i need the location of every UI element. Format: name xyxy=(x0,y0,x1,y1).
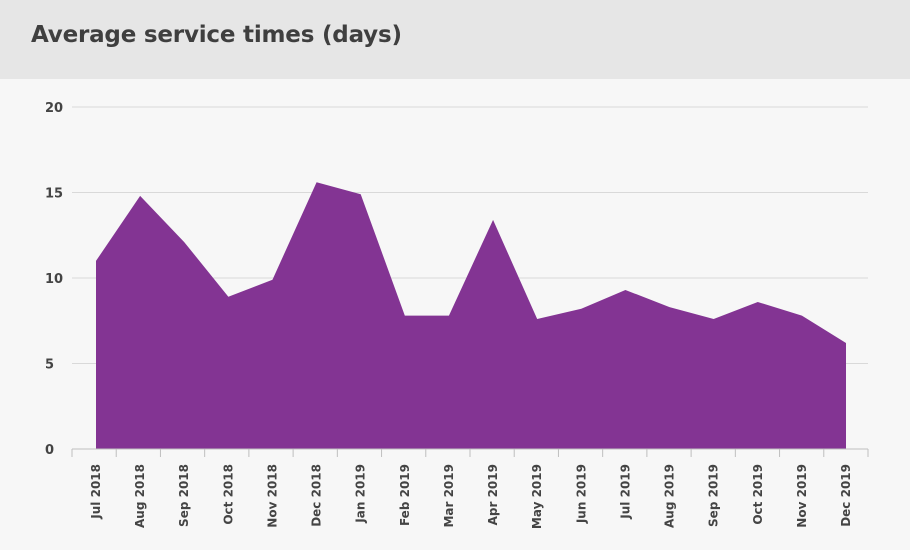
x-tick-label: Dec 2019 xyxy=(839,464,853,527)
chart-title: Average service times (days) xyxy=(31,22,402,48)
x-tick-label: Oct 2018 xyxy=(221,464,235,525)
x-tick-label: Jul 2019 xyxy=(618,464,632,520)
x-tick-label: Aug 2018 xyxy=(133,464,147,528)
x-tick-label: Sep 2018 xyxy=(177,464,191,527)
y-tick-label-15: 15 xyxy=(45,187,63,202)
x-axis xyxy=(71,448,869,457)
y-tick-label-5: 5 xyxy=(45,358,54,373)
x-tick-label: Jul 2018 xyxy=(89,464,103,520)
x-tick-label: May 2019 xyxy=(530,464,544,529)
x-tick-label: Feb 2019 xyxy=(398,464,412,526)
x-tick-label: Aug 2019 xyxy=(663,464,677,528)
x-tick-label: Oct 2019 xyxy=(751,464,765,525)
x-tick-label: Jun 2019 xyxy=(574,464,588,524)
y-axis: 0 5 10 15 20 xyxy=(45,101,63,458)
area-series xyxy=(96,182,846,449)
x-tick-label: Dec 2018 xyxy=(310,464,324,527)
y-tick-label-10: 10 xyxy=(45,272,63,287)
x-axis-labels: Jul 2018 Aug 2018 Sep 2018 Oct 2018 Nov 2018… xyxy=(89,464,853,529)
x-tick-label: Nov 2019 xyxy=(795,464,809,528)
x-tick-label: Jan 2019 xyxy=(354,464,368,524)
y-tick-label-20: 20 xyxy=(45,101,63,116)
y-tick-label-0: 0 xyxy=(45,443,54,458)
x-tick-label: Mar 2019 xyxy=(442,464,456,528)
area-chart: 0 5 10 15 20 Jul 2018 Aug 2018 Sep 2018 Oct 201… xyxy=(45,101,869,529)
chart-header: Average service times (days) xyxy=(0,0,910,79)
x-tick-label: Sep 2019 xyxy=(707,464,721,527)
area-fill xyxy=(96,182,846,449)
x-tick-label: Apr 2019 xyxy=(486,464,500,525)
x-tick-label: Nov 2018 xyxy=(265,464,279,528)
